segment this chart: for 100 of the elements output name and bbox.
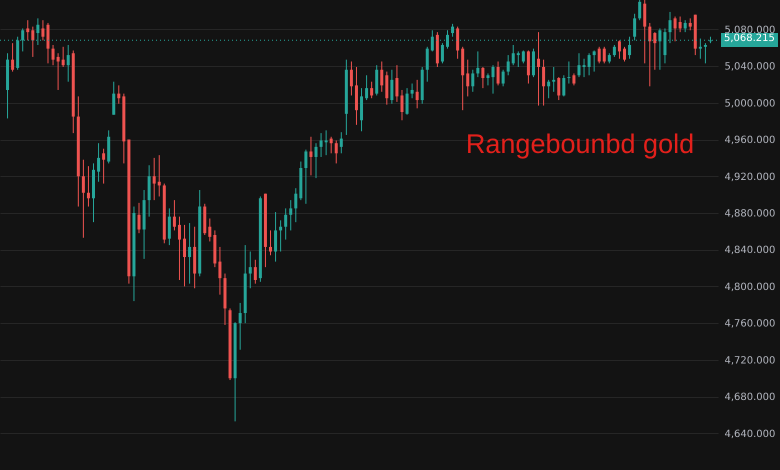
annotation: Rangebounbd gold <box>466 129 694 159</box>
candlestick <box>370 81 374 99</box>
candlestick <box>516 50 520 68</box>
candlestick <box>400 89 404 121</box>
candlestick <box>218 246 222 296</box>
candlestick <box>526 50 530 84</box>
candlestick <box>112 81 116 116</box>
candlestick <box>704 42 707 64</box>
candlestick <box>168 208 171 246</box>
candlestick <box>41 20 44 41</box>
candlestick <box>608 52 611 64</box>
candlestick <box>618 40 621 60</box>
candlestick <box>506 54 510 76</box>
candlestick <box>648 22 652 87</box>
y-tick-label: 4,640.000 <box>724 428 776 440</box>
candlestick <box>274 212 278 262</box>
candlestick <box>117 84 120 104</box>
candlestick <box>324 130 328 156</box>
candlestick <box>416 79 419 109</box>
candlestick <box>314 142 318 179</box>
candlestick <box>537 32 540 106</box>
candlestick <box>375 64 378 96</box>
candlestick <box>97 142 100 182</box>
candlestick <box>66 44 70 82</box>
candlestick <box>56 52 60 90</box>
candlestick <box>522 50 525 64</box>
candlestick <box>102 148 106 184</box>
y-tick-label: 4,960.000 <box>724 135 776 146</box>
candlestick <box>254 259 257 284</box>
candlestick <box>365 74 368 101</box>
candlestick <box>385 71 388 106</box>
candlestick <box>496 61 500 86</box>
y-tick-label: 4,920.000 <box>724 172 776 183</box>
y-tick-label: 4,720.000 <box>724 355 776 366</box>
candlestick <box>547 79 550 99</box>
candlestick <box>486 72 490 86</box>
candlestick <box>643 0 646 64</box>
candlestick <box>612 44 616 58</box>
candlestick <box>26 20 30 41</box>
candlestick <box>476 50 480 78</box>
candlestick <box>178 216 181 280</box>
candlestick <box>294 188 298 223</box>
candlestick <box>481 66 484 89</box>
y-tick-label: 5,040.000 <box>724 62 776 73</box>
candlestick <box>31 26 34 58</box>
candlestick <box>395 64 398 102</box>
candlestick <box>426 46 429 82</box>
candlestick <box>674 16 677 42</box>
candlestick <box>572 72 576 86</box>
candlestick <box>208 218 212 242</box>
candlestick <box>542 59 546 106</box>
candlestick <box>138 202 141 234</box>
candlestick <box>152 157 156 201</box>
y-tick-label: 4,760.000 <box>724 318 776 330</box>
candlestick <box>330 136 333 154</box>
candlestick <box>638 0 642 21</box>
candlestick <box>623 46 626 62</box>
candlestick <box>390 69 394 104</box>
candlestick <box>466 59 470 97</box>
candlestick <box>289 200 292 231</box>
candlestick <box>238 302 242 350</box>
y-tick-label: 5,000.000 <box>724 98 776 110</box>
y-tick-label: 4,800.000 <box>724 282 776 293</box>
candlestick <box>440 42 444 64</box>
candlestick <box>532 48 535 78</box>
candlestick <box>512 44 515 66</box>
candlestick <box>62 46 65 68</box>
candlestick <box>653 32 656 70</box>
candlestick <box>304 149 308 204</box>
ref-line-label: 5,068.215 <box>721 33 778 48</box>
candlestick <box>684 20 687 33</box>
candlestick <box>502 69 505 87</box>
candlestick <box>582 58 586 78</box>
candlestick <box>577 52 580 78</box>
candlestick <box>456 26 460 60</box>
candlestick <box>52 44 55 66</box>
candlestick <box>269 230 272 256</box>
y-tick-label: 4,840.000 <box>724 245 776 256</box>
candlestick <box>309 136 312 176</box>
candlestick <box>471 69 474 92</box>
candlestick <box>46 22 50 64</box>
candlestick <box>334 140 338 164</box>
candlestick <box>380 61 384 92</box>
candlestick <box>567 61 570 84</box>
candlestick <box>598 46 601 64</box>
candlestick <box>592 50 596 72</box>
candlestick <box>602 46 606 64</box>
candlestick <box>188 222 192 284</box>
candlestick <box>588 52 591 76</box>
candlestick <box>451 23 454 38</box>
candlestick <box>340 132 343 154</box>
candlestick <box>148 164 151 218</box>
candlestick <box>410 83 414 99</box>
candlestick <box>492 64 495 94</box>
candlestick <box>248 251 252 289</box>
candlestick <box>678 16 682 33</box>
candlestick <box>183 224 186 287</box>
candlestick <box>86 166 90 208</box>
candlestick <box>562 74 566 97</box>
candlestick <box>82 159 85 238</box>
